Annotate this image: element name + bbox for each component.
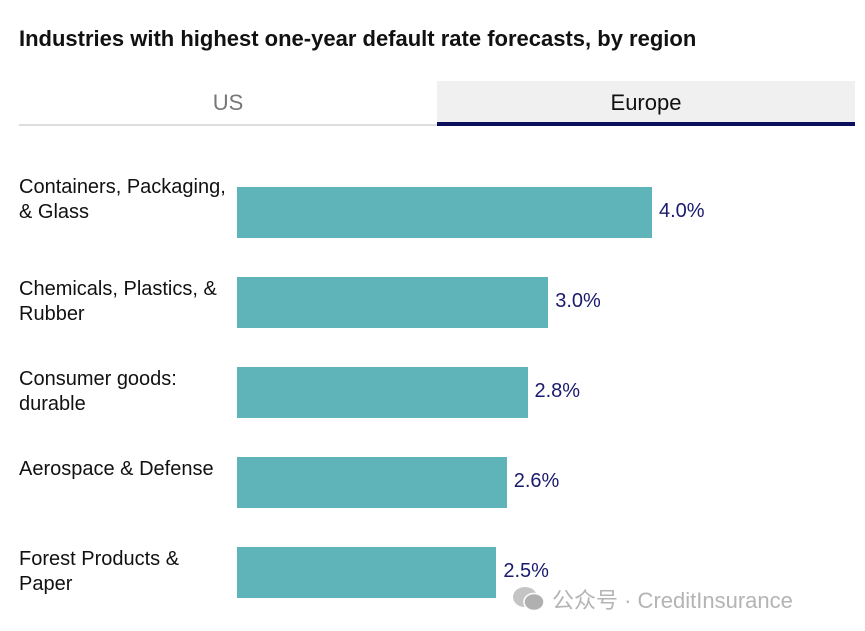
watermark: 公众号 · CreditInsurance — [512, 583, 793, 615]
category-label: Chemicals, Plastics, & Rubber — [19, 278, 217, 325]
bar — [237, 187, 652, 238]
bar — [237, 457, 507, 508]
value-label: 3.0% — [555, 290, 601, 312]
bar — [237, 277, 549, 328]
value-label: 2.5% — [503, 560, 549, 582]
category-label: Aerospace & Defense — [19, 458, 214, 480]
category-label: Consumer goods: durable — [19, 368, 177, 415]
region-tabs: US Europe — [19, 81, 855, 126]
wechat-icon — [513, 587, 545, 612]
bar — [237, 547, 497, 598]
value-label: 2.6% — [513, 470, 560, 492]
chart-title: Industries with highest one-year default… — [19, 26, 697, 51]
tab-europe[interactable]: Europe — [437, 81, 855, 126]
watermark-text: 公众号 · CreditInsurance — [552, 588, 793, 613]
bar — [237, 367, 528, 418]
value-label: 4.0% — [659, 200, 705, 222]
category-label: Forest Products & Paper — [19, 548, 180, 595]
tab-us[interactable]: US — [19, 81, 437, 126]
value-label: 2.8% — [534, 380, 581, 402]
category-label: Containers, Packaging, & Glass — [19, 175, 226, 223]
